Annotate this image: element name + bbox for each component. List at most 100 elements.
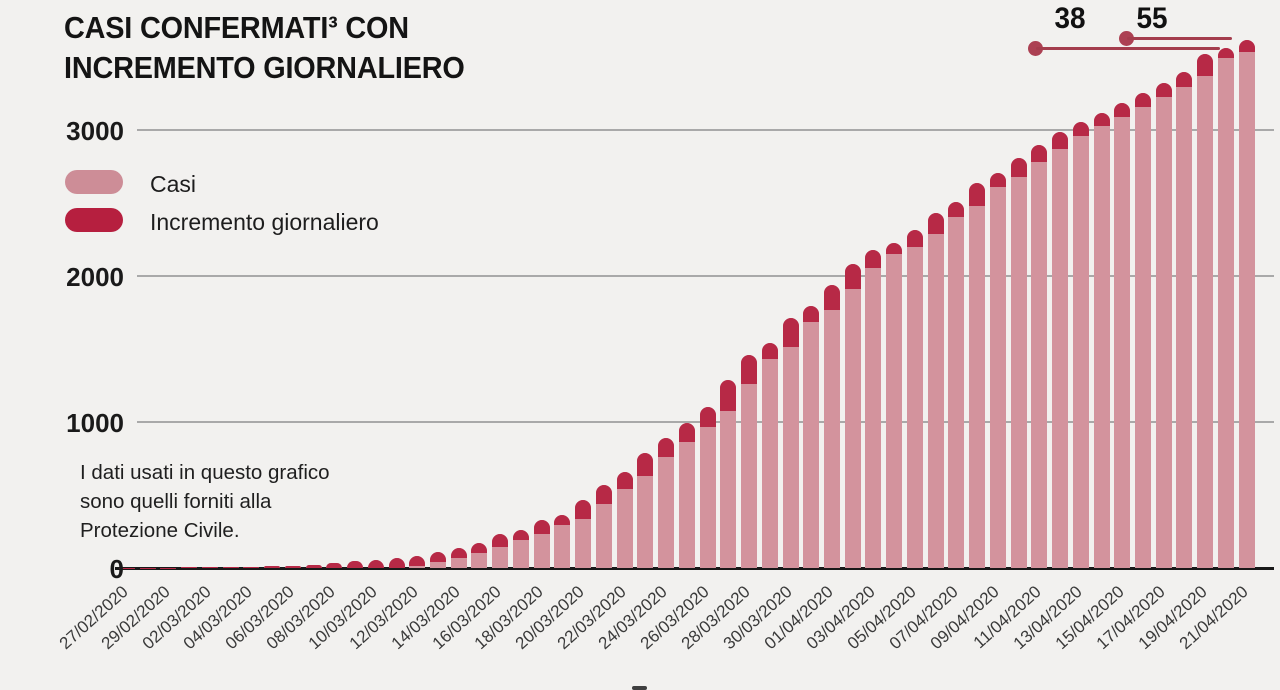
bar-17/04/2020 xyxy=(1155,83,1172,568)
bar-increment-tip xyxy=(201,567,218,568)
bar-increment-tip xyxy=(699,407,716,428)
bar-26/03/2020 xyxy=(699,407,716,568)
note-line-2: sono quelli forniti alla xyxy=(80,490,272,513)
bar-increment-tip xyxy=(1155,83,1172,98)
bar-10/03/2020 xyxy=(367,559,384,568)
bar-increment-tip xyxy=(222,566,239,568)
bar-22/03/2020 xyxy=(616,471,633,568)
bar-increment-tip xyxy=(1217,48,1234,59)
bar-increment-tip xyxy=(430,551,447,562)
bar-19/04/2020 xyxy=(1197,53,1214,568)
bar-increment-tip xyxy=(388,558,405,568)
annotation-value-55: 55 xyxy=(1136,2,1168,35)
bar-16/03/2020 xyxy=(492,533,509,568)
bar-increment-tip xyxy=(720,379,737,412)
bar-increment-tip xyxy=(1134,93,1151,107)
title-line-2: INCREMENTO GIORNALIERO xyxy=(64,50,465,85)
bar-28/03/2020 xyxy=(741,355,758,568)
bar-increment-tip xyxy=(595,484,612,504)
bar-06/04/2020 xyxy=(927,212,944,568)
y-tick-2000: 2000 xyxy=(66,262,124,292)
bar-15/04/2020 xyxy=(1114,103,1131,568)
bar-18/04/2020 xyxy=(1176,71,1193,568)
annotation-line-55 xyxy=(1127,36,1232,40)
y-tick-1000: 1000 xyxy=(66,408,124,438)
bar-increment-tip xyxy=(678,423,695,443)
bar-08/03/2020 xyxy=(326,563,343,568)
data-source-note: I dati usati in questo grafico sono quel… xyxy=(80,458,330,545)
bar-increment-tip xyxy=(533,519,550,535)
bar-increment-tip xyxy=(658,438,675,457)
bar-31/03/2020 xyxy=(803,305,820,568)
bar-increment-tip xyxy=(243,566,260,568)
bar-05/04/2020 xyxy=(906,230,923,568)
bar-increment-tip xyxy=(492,533,509,548)
bar-09/03/2020 xyxy=(347,560,364,568)
bar-increment-tip xyxy=(616,471,633,489)
bar-12/04/2020 xyxy=(1052,132,1069,568)
annotation-line-38 xyxy=(1036,46,1220,50)
y-tick-3000: 3000 xyxy=(66,116,124,146)
bar-increment-tip xyxy=(305,565,322,568)
bar-24/03/2020 xyxy=(658,438,675,568)
bar-increment-tip xyxy=(927,212,944,235)
bar-increment-tip xyxy=(1052,132,1069,150)
bar-11/03/2020 xyxy=(388,558,405,568)
bar-13/04/2020 xyxy=(1072,121,1089,568)
legend-label-casi: Casi xyxy=(150,171,197,197)
annotation-dot-38 xyxy=(1028,41,1043,56)
bar-increment-tip xyxy=(367,559,384,568)
bar-increment-tip xyxy=(1072,121,1089,137)
bar-increment-tip xyxy=(948,201,965,217)
bar-17/03/2020 xyxy=(512,530,529,568)
bar-plot-area xyxy=(119,0,1255,568)
bar-15/03/2020 xyxy=(471,543,488,568)
bar-increment-tip xyxy=(409,556,426,567)
bar-03/03/2020 xyxy=(222,566,239,568)
legend-swatch-incremento xyxy=(65,208,123,232)
bar-increment-tip xyxy=(823,285,840,310)
bar-11/04/2020 xyxy=(1031,145,1048,568)
bar-increment-tip xyxy=(1238,40,1255,53)
page-title: CASI CONFERMATI³ CON INCREMENTO GIORNALI… xyxy=(64,8,465,88)
annotation-dot-55 xyxy=(1119,31,1134,46)
bar-20/03/2020 xyxy=(575,499,592,568)
bar-14/04/2020 xyxy=(1093,113,1110,568)
bar-21/04/2020 xyxy=(1238,40,1255,568)
legend-label-incremento: Incremento giornaliero xyxy=(150,209,379,235)
bar-04/04/2020 xyxy=(886,243,903,568)
bar-increment-tip xyxy=(1031,145,1048,163)
bar-14/03/2020 xyxy=(450,548,467,568)
bar-increment-tip xyxy=(865,250,882,269)
bar-increment-tip xyxy=(450,548,467,558)
bar-29/03/2020 xyxy=(761,343,778,568)
bar-increment-tip xyxy=(575,499,592,519)
bar-27/03/2020 xyxy=(720,379,737,568)
title-line-1: CASI CONFERMATI³ CON xyxy=(64,10,409,45)
bar-increment-tip xyxy=(637,452,654,476)
bar-increment-tip xyxy=(886,243,903,254)
bar-25/03/2020 xyxy=(678,423,695,568)
bar-increment-tip xyxy=(1176,71,1193,88)
bar-increment-tip xyxy=(1093,113,1110,126)
bar-23/03/2020 xyxy=(637,452,654,568)
note-line-3: Protezione Civile. xyxy=(80,519,240,542)
bar-02/04/2020 xyxy=(844,264,861,568)
bar-09/04/2020 xyxy=(989,173,1006,568)
clipped-caption-fragment xyxy=(632,686,647,690)
bar-07/03/2020 xyxy=(305,565,322,568)
bar-01/03/2020 xyxy=(181,567,198,568)
bar-18/03/2020 xyxy=(533,519,550,568)
x-axis-line xyxy=(115,567,1274,570)
bar-03/04/2020 xyxy=(865,250,882,568)
bar-increment-tip xyxy=(1114,103,1131,118)
bar-04/03/2020 xyxy=(243,566,260,568)
legend-swatch-casi xyxy=(65,170,123,194)
bar-07/04/2020 xyxy=(948,201,965,568)
bar-10/04/2020 xyxy=(1010,158,1027,568)
y-tick-0: 0 xyxy=(109,554,124,584)
bar-increment-tip xyxy=(284,565,301,568)
bar-12/03/2020 xyxy=(409,556,426,568)
bar-increment-tip xyxy=(906,230,923,247)
